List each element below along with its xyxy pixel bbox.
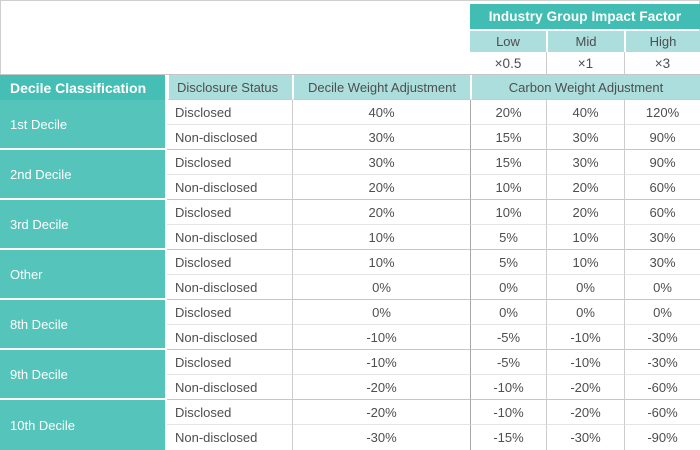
carbon-mid-cell: 30%: [546, 150, 624, 175]
decile-group-label: 9th Decile: [0, 350, 167, 400]
carbon-low-cell: 5%: [470, 225, 546, 250]
carbon-low-cell: -10%: [470, 400, 546, 425]
carbon-mid-cell: -20%: [546, 375, 624, 400]
carbon-high-cell: 60%: [624, 175, 700, 200]
decile-weight-cell: -20%: [292, 375, 470, 400]
decile-weight-cell: 30%: [292, 150, 470, 175]
carbon-low-cell: 5%: [470, 250, 546, 275]
carbon-high-cell: 0%: [624, 275, 700, 300]
status-cell: Non-disclosed: [167, 175, 292, 200]
impact-level-high: High: [624, 31, 700, 52]
carbon-low-cell: 20%: [470, 100, 546, 125]
decile-group-label: 1st Decile: [0, 100, 167, 150]
status-cell: Disclosed: [167, 400, 292, 425]
carbon-high-cell: 0%: [624, 300, 700, 325]
status-cell: Disclosed: [167, 150, 292, 175]
carbon-mid-cell: 40%: [546, 100, 624, 125]
carbon-mid-cell: 0%: [546, 275, 624, 300]
status-cell: Non-disclosed: [167, 125, 292, 150]
decile-group-label: 8th Decile: [0, 300, 167, 350]
status-cell: Disclosed: [167, 100, 292, 125]
carbon-high-cell: -30%: [624, 325, 700, 350]
impact-multiplier-mid: ×1: [546, 52, 624, 74]
decile-weight-cell: 0%: [292, 275, 470, 300]
carbon-high-cell: 30%: [624, 225, 700, 250]
impact-factor-title: Industry Group Impact Factor: [470, 4, 700, 29]
decile-weight-cell: 20%: [292, 175, 470, 200]
impact-factor-levels: Low Mid High: [470, 31, 700, 52]
decile-weight-cell: 0%: [292, 300, 470, 325]
carbon-low-cell: -10%: [470, 375, 546, 400]
impact-factor-multipliers: ×0.5 ×1 ×3: [470, 52, 700, 74]
status-cell: Non-disclosed: [167, 375, 292, 400]
status-cell: Disclosed: [167, 300, 292, 325]
carbon-mid-cell: 0%: [546, 300, 624, 325]
decile-weight-cell: 40%: [292, 100, 470, 125]
carbon-high-cell: 30%: [624, 250, 700, 275]
status-cell: Non-disclosed: [167, 325, 292, 350]
carbon-mid-cell: -10%: [546, 350, 624, 375]
decile-weight-cell: -10%: [292, 325, 470, 350]
carbon-low-cell: 10%: [470, 200, 546, 225]
carbon-low-cell: 10%: [470, 175, 546, 200]
status-cell: Disclosed: [167, 350, 292, 375]
decile-group-label: 10th Decile: [0, 400, 167, 450]
decile-group-label: Other: [0, 250, 167, 300]
carbon-mid-cell: -10%: [546, 325, 624, 350]
carbon-high-cell: 90%: [624, 125, 700, 150]
carbon-low-cell: 0%: [470, 300, 546, 325]
decile-weight-cell: 20%: [292, 200, 470, 225]
impact-multiplier-low: ×0.5: [470, 52, 546, 74]
header-decile-classification: Decile Classification: [0, 75, 167, 100]
header-carbon-weight-adjustment: Carbon Weight Adjustment: [470, 75, 700, 100]
carbon-high-cell: 120%: [624, 100, 700, 125]
carbon-mid-cell: -30%: [546, 425, 624, 450]
status-cell: Non-disclosed: [167, 275, 292, 300]
carbon-mid-cell: 20%: [546, 200, 624, 225]
carbon-mid-cell: -20%: [546, 400, 624, 425]
decile-weight-cell: -30%: [292, 425, 470, 450]
carbon-mid-cell: 10%: [546, 225, 624, 250]
impact-level-low: Low: [470, 31, 546, 52]
impact-factor-block: Industry Group Impact Factor Low Mid Hig…: [470, 4, 700, 74]
carbon-high-cell: 90%: [624, 150, 700, 175]
status-cell: Non-disclosed: [167, 425, 292, 450]
decile-weight-cell: 10%: [292, 225, 470, 250]
weight-adjustment-table: Decile Classification Disclosure Status …: [0, 74, 700, 450]
carbon-low-cell: 15%: [470, 150, 546, 175]
carbon-mid-cell: 20%: [546, 175, 624, 200]
status-cell: Disclosed: [167, 200, 292, 225]
decile-group-label: 2nd Decile: [0, 150, 167, 200]
impact-multiplier-high: ×3: [624, 52, 700, 74]
carbon-low-cell: -5%: [470, 325, 546, 350]
carbon-mid-cell: 10%: [546, 250, 624, 275]
carbon-high-cell: -30%: [624, 350, 700, 375]
decile-weight-cell: 30%: [292, 125, 470, 150]
carbon-low-cell: -5%: [470, 350, 546, 375]
carbon-high-cell: 60%: [624, 200, 700, 225]
carbon-high-cell: -90%: [624, 425, 700, 450]
header-disclosure-status: Disclosure Status: [167, 75, 292, 100]
carbon-low-cell: 0%: [470, 275, 546, 300]
status-cell: Non-disclosed: [167, 225, 292, 250]
carbon-high-cell: -60%: [624, 375, 700, 400]
decile-weight-cell: -10%: [292, 350, 470, 375]
status-cell: Disclosed: [167, 250, 292, 275]
decile-weight-cell: -20%: [292, 400, 470, 425]
carbon-high-cell: -60%: [624, 400, 700, 425]
carbon-low-cell: 15%: [470, 125, 546, 150]
carbon-mid-cell: 30%: [546, 125, 624, 150]
carbon-low-cell: -15%: [470, 425, 546, 450]
header-decile-weight-adjustment: Decile Weight Adjustment: [292, 75, 470, 100]
decile-weight-cell: 10%: [292, 250, 470, 275]
decile-group-label: 3rd Decile: [0, 200, 167, 250]
impact-level-mid: Mid: [546, 31, 624, 52]
